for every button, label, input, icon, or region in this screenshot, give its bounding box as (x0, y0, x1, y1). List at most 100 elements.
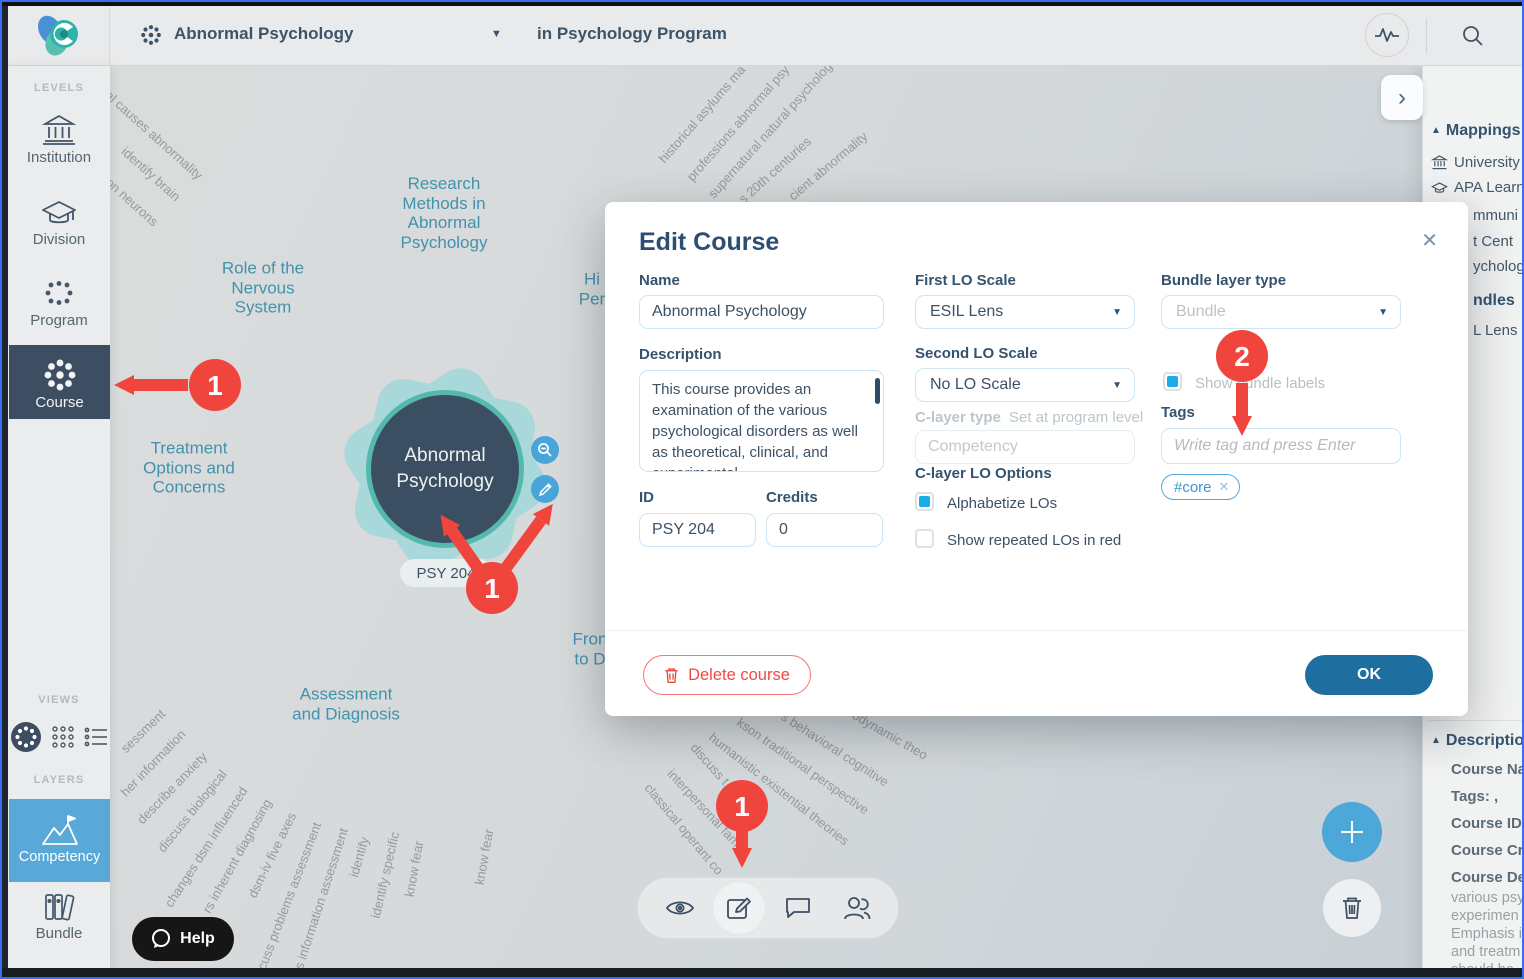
comment-mode-button[interactable] (771, 881, 825, 935)
search-button[interactable] (1454, 17, 1492, 55)
help-button[interactable]: Help (132, 917, 234, 961)
delete-course-button[interactable]: Delete course (643, 655, 811, 695)
lens-item[interactable]: L Lens (1473, 322, 1518, 339)
credits-label: Credits (766, 489, 818, 506)
tags-input[interactable] (1161, 428, 1401, 464)
sidebar-item-label: Division (32, 231, 86, 248)
collapse-icon: ▲ (1431, 125, 1441, 136)
c-layer-type-note: Set at program level (1009, 409, 1144, 426)
levels-header: LEVELS (34, 82, 84, 94)
bundle-layer-type-select[interactable]: Bundle ▼ (1161, 295, 1401, 329)
alphabetize-checkbox[interactable] (915, 492, 934, 511)
description-body-line: and treatm (1451, 944, 1521, 960)
competency-label: know fear (401, 839, 427, 899)
bundle-layer-type-label: Bundle layer type (1161, 272, 1287, 289)
sidebar-item-bundle[interactable]: Bundle (8, 892, 110, 942)
section-label-historical: Hi Per (578, 269, 606, 308)
division-icon (42, 201, 76, 224)
detail-line: Course ID: (1451, 815, 1524, 832)
tag-chip[interactable]: #core ✕ (1161, 474, 1241, 500)
sidebar-item-label: Institution (26, 149, 92, 166)
plus-icon (1341, 821, 1363, 843)
detail-line: Course Cre (1451, 842, 1524, 859)
id-field[interactable] (639, 513, 756, 547)
collaborators-button[interactable] (830, 881, 884, 935)
panel-divider (1429, 720, 1522, 721)
level-sidebar: LEVELS Institution Division Program (8, 66, 110, 973)
sidebar-item-program[interactable]: Program (8, 279, 110, 329)
bundle-icon (45, 894, 75, 921)
name-field[interactable] (639, 295, 884, 329)
modal-title: Edit Course (639, 228, 780, 256)
mappings-section-header[interactable]: ▲ Mappings (1431, 122, 1521, 139)
sidebar-item-institution[interactable]: Institution (8, 114, 110, 166)
description-section-header[interactable]: ▲ Descriptio (1431, 732, 1524, 749)
grid-view-icon[interactable] (51, 725, 75, 749)
add-button[interactable] (1322, 802, 1382, 862)
chevron-right-icon: › (1398, 83, 1406, 111)
section-label-research-methods: Research Methods in Abnormal Psychology (400, 173, 488, 252)
institution-icon (1431, 155, 1448, 170)
course-icon (44, 359, 75, 391)
mapping-item[interactable]: mmuni (1473, 207, 1519, 224)
repeated-los-checkbox[interactable] (915, 529, 934, 548)
mapping-item[interactable]: t Cent (1473, 233, 1514, 250)
description-body-line: Emphasis i (1451, 926, 1522, 942)
detail-line: Tags: , (1451, 788, 1499, 805)
wheel-view-icon[interactable] (10, 721, 42, 753)
ok-button[interactable]: OK (1305, 655, 1433, 695)
layers-header: LAYERS (33, 774, 85, 786)
course-rosette-icon (140, 24, 162, 46)
sidebar-item-competency[interactable]: Competency (9, 799, 110, 882)
section-label-frontiers: Fron to D (572, 629, 608, 668)
edit-node-button[interactable] (531, 475, 559, 503)
textarea-scrollbar[interactable] (875, 378, 880, 404)
chevron-down-icon: ▼ (1112, 306, 1122, 318)
mapping-item[interactable]: APA Learn (1431, 179, 1522, 196)
eye-icon (665, 901, 694, 915)
repeated-los-label: Show repeated LOs in red (947, 532, 1122, 549)
zoom-out-button[interactable] (531, 436, 559, 464)
sidebar-item-division[interactable]: Division (8, 198, 110, 248)
first-lo-scale-select[interactable]: ESIL Lens ▼ (915, 295, 1135, 329)
close-icon[interactable]: ✕ (1421, 230, 1438, 252)
bundles-section-header[interactable]: ndles (1473, 292, 1515, 309)
activity-pulse-icon (1375, 28, 1399, 42)
activity-button[interactable] (1365, 13, 1409, 57)
credits-field[interactable] (766, 513, 883, 547)
sidebar-item-label: Course (35, 394, 84, 411)
trash-icon (1343, 897, 1361, 919)
second-lo-scale-select[interactable]: No LO Scale ▼ (915, 368, 1135, 402)
remove-tag-icon[interactable]: ✕ (1218, 479, 1230, 494)
institution-icon (41, 114, 77, 145)
section-label-nervous-system: Role of the Nervous System (221, 258, 305, 317)
sidebar-item-label: Program (30, 312, 88, 329)
collapse-panel-button[interactable]: › (1381, 75, 1423, 120)
chevron-down-icon: ▼ (1112, 379, 1122, 391)
delete-drop-button[interactable] (1323, 879, 1381, 937)
mode-toolbar (637, 877, 899, 939)
edit-mode-button[interactable] (711, 881, 766, 935)
mapping-item[interactable]: ycholog (1473, 258, 1524, 275)
trash-icon (665, 667, 678, 683)
app-logo[interactable] (8, 6, 110, 66)
tags-label: Tags (1161, 404, 1195, 421)
window-edge-bottom (2, 968, 1522, 977)
description-field[interactable]: This course provides an examination of t… (639, 370, 884, 472)
edit-course-modal: Edit Course ✕ Name Description This cour… (605, 202, 1468, 716)
chevron-down-icon[interactable]: ▼ (491, 28, 502, 40)
division-icon (1431, 181, 1448, 193)
course-node[interactable]: Abnormal Psychology (366, 390, 524, 548)
view-mode-button[interactable] (653, 881, 707, 935)
show-bundle-labels-checkbox[interactable] (1163, 372, 1182, 391)
second-lo-scale-label: Second LO Scale (915, 345, 1038, 362)
detail-line: Course Na (1451, 761, 1524, 778)
sidebar-item-course[interactable]: Course (9, 345, 110, 419)
course-switcher[interactable]: Abnormal Psychology (174, 24, 354, 43)
id-label: ID (639, 489, 654, 506)
detail-line: Course De (1451, 869, 1524, 886)
mapping-item[interactable]: University (1431, 154, 1520, 171)
list-view-icon[interactable] (84, 726, 108, 748)
edit-icon (726, 897, 751, 919)
